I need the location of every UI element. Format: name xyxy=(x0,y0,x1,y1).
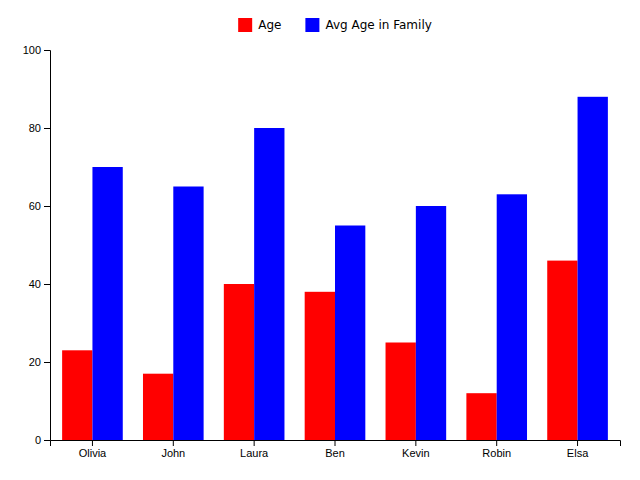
tick: 60 xyxy=(29,200,50,212)
x-axis: Olivia John Laura Ben Kevin Robin Elsa xyxy=(51,440,621,459)
tick-mark xyxy=(92,440,93,446)
tick-mark xyxy=(173,440,174,446)
y-axis: 0 20 40 60 80 100 xyxy=(23,44,51,446)
series-bars xyxy=(92,97,607,440)
axis-line xyxy=(44,51,51,441)
tick-label: Elsa xyxy=(567,447,589,459)
tick-mark xyxy=(254,440,255,446)
tick-label: 100 xyxy=(23,44,41,56)
tick: Laura xyxy=(240,440,269,459)
tick: Robin xyxy=(482,440,511,459)
tick-mark xyxy=(496,440,497,446)
bar xyxy=(578,97,608,440)
tick-mark xyxy=(44,362,50,363)
tick-mark xyxy=(44,440,50,441)
axis-line xyxy=(51,441,621,447)
tick: 0 xyxy=(35,434,50,446)
legend-label: Avg Age in Family xyxy=(325,18,431,32)
bar xyxy=(466,393,496,440)
tick-label: John xyxy=(161,447,185,459)
chart: Olivia John Laura Ben Kevin Robin Elsa 0 20 40 60 8… xyxy=(0,0,640,480)
tick-mark xyxy=(44,50,50,51)
tick-mark xyxy=(415,440,416,446)
tick: 100 xyxy=(23,44,50,56)
bar xyxy=(497,194,527,440)
tick-label: Laura xyxy=(240,447,269,459)
tick: 40 xyxy=(29,278,50,290)
tick-mark xyxy=(44,128,50,129)
tick-label: 0 xyxy=(35,434,41,446)
tick-label: 60 xyxy=(29,200,41,212)
bar xyxy=(335,226,365,441)
bar xyxy=(305,292,335,440)
tick-label: 20 xyxy=(29,356,41,368)
bar xyxy=(62,350,92,440)
legend-label: Age xyxy=(258,18,281,32)
tick: 80 xyxy=(29,122,50,134)
tick-label: Robin xyxy=(482,447,511,459)
bar xyxy=(547,261,577,440)
bar xyxy=(254,128,284,440)
tick-label: Ben xyxy=(325,447,345,459)
bar xyxy=(416,206,446,440)
bar xyxy=(92,167,122,440)
tick-label: 40 xyxy=(29,278,41,290)
legend-item: Age xyxy=(238,18,281,32)
bar xyxy=(224,284,254,440)
plot: Olivia John Laura Ben Kevin Robin Elsa 0 20 40 60 8… xyxy=(23,44,621,459)
bar xyxy=(173,187,203,441)
bar xyxy=(386,343,416,441)
legend-swatch xyxy=(238,18,252,32)
bars xyxy=(62,97,608,440)
tick-label: Olivia xyxy=(79,447,107,459)
tick: John xyxy=(161,440,185,459)
tick: Ben xyxy=(325,440,345,459)
legend-swatch xyxy=(305,18,319,32)
tick-label: Kevin xyxy=(402,447,430,459)
legend: Age Avg Age in Family xyxy=(238,18,432,32)
tick: Kevin xyxy=(402,440,430,459)
tick-mark xyxy=(577,440,578,446)
tick: 20 xyxy=(29,356,50,368)
tick-mark xyxy=(44,284,50,285)
tick-label: 80 xyxy=(29,122,41,134)
bar xyxy=(143,374,173,440)
tick-mark xyxy=(44,206,50,207)
legend-item: Avg Age in Family xyxy=(305,18,431,32)
tick: Olivia xyxy=(79,440,107,459)
tick-mark xyxy=(335,440,336,446)
tick: Elsa xyxy=(567,440,589,459)
